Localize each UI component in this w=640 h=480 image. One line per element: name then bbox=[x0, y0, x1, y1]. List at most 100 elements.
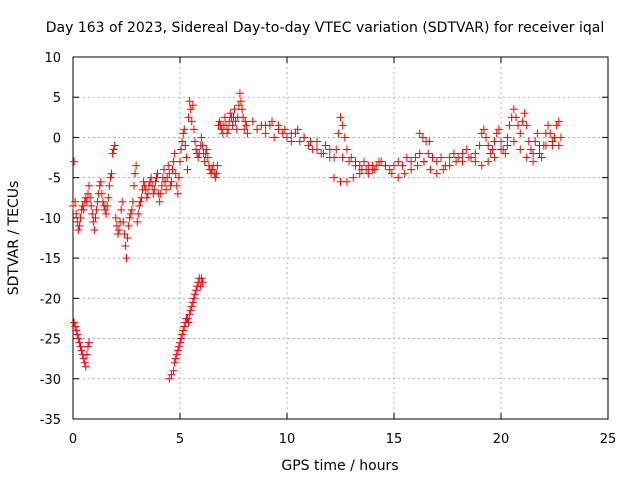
plot-frame bbox=[72, 56, 609, 420]
data-point bbox=[111, 213, 120, 222]
data-point bbox=[110, 141, 119, 150]
data-point bbox=[102, 209, 111, 218]
data-point bbox=[121, 242, 130, 251]
chart-title: Day 163 of 2023, Sidereal Day-to-day VTE… bbox=[46, 20, 604, 36]
data-point bbox=[176, 157, 184, 166]
data-point bbox=[74, 334, 83, 343]
data-point bbox=[127, 205, 136, 214]
data-point bbox=[120, 229, 129, 238]
data-point bbox=[415, 149, 424, 158]
tick-labels: 0 5 10 15 20 25 -35 -30 -25 -20 -15 -10 -5 0 5 10 bbox=[40, 51, 617, 447]
data-point bbox=[537, 153, 546, 162]
data-point bbox=[497, 137, 505, 146]
data-point bbox=[174, 342, 183, 351]
data-point bbox=[76, 342, 85, 351]
y-tick-label: -35 bbox=[40, 413, 61, 428]
data-point bbox=[182, 153, 191, 162]
data-point bbox=[226, 109, 235, 118]
data-point bbox=[345, 157, 354, 166]
data-point bbox=[402, 153, 411, 162]
data-point bbox=[274, 121, 283, 130]
data-point bbox=[85, 338, 94, 347]
data-point bbox=[190, 137, 199, 146]
data-point bbox=[167, 370, 176, 379]
data-point bbox=[522, 121, 531, 130]
data-marks bbox=[69, 89, 565, 383]
data-point bbox=[171, 354, 180, 363]
data-point bbox=[180, 125, 189, 134]
x-tick-label: 0 bbox=[69, 432, 77, 447]
data-point bbox=[167, 177, 176, 186]
data-point bbox=[385, 165, 394, 174]
data-point bbox=[387, 169, 396, 178]
data-point bbox=[179, 326, 188, 335]
data-point bbox=[148, 181, 157, 190]
data-point bbox=[213, 161, 222, 170]
data-point bbox=[368, 161, 377, 170]
data-point bbox=[192, 286, 201, 295]
data-point bbox=[155, 197, 164, 206]
x-tick-label: 15 bbox=[386, 432, 403, 447]
data-point bbox=[516, 129, 525, 138]
data-point bbox=[544, 121, 553, 130]
data-point bbox=[529, 157, 538, 166]
data-point bbox=[554, 117, 563, 126]
data-point bbox=[189, 125, 198, 134]
data-point bbox=[150, 185, 159, 194]
data-point bbox=[88, 209, 97, 218]
data-point bbox=[497, 145, 505, 154]
data-point bbox=[230, 105, 239, 114]
data-point bbox=[232, 125, 241, 134]
data-point bbox=[90, 225, 99, 234]
data-point bbox=[415, 129, 424, 138]
data-point bbox=[445, 153, 454, 162]
data-point bbox=[253, 125, 262, 134]
data-point bbox=[349, 173, 358, 182]
data-point bbox=[437, 153, 446, 162]
grid-lines bbox=[73, 57, 608, 419]
data-point bbox=[115, 225, 124, 234]
data-point bbox=[287, 129, 296, 138]
data-point bbox=[394, 157, 403, 166]
data-point bbox=[552, 121, 561, 130]
data-point bbox=[163, 173, 172, 182]
data-point bbox=[243, 129, 252, 138]
data-point bbox=[319, 149, 328, 158]
data-point bbox=[312, 145, 321, 154]
data-point bbox=[189, 294, 198, 303]
data-point bbox=[400, 169, 409, 178]
data-point bbox=[462, 145, 471, 154]
data-point bbox=[321, 141, 330, 150]
y-tick-label: -15 bbox=[40, 252, 61, 267]
data-point bbox=[526, 145, 535, 154]
data-point bbox=[338, 121, 347, 130]
data-point bbox=[82, 350, 91, 359]
data-point bbox=[509, 105, 518, 114]
data-point bbox=[325, 153, 334, 162]
data-point bbox=[411, 153, 420, 162]
x-tick-label: 25 bbox=[600, 432, 617, 447]
data-point bbox=[169, 366, 178, 375]
data-point bbox=[162, 185, 171, 194]
data-point bbox=[156, 189, 165, 198]
data-point bbox=[488, 145, 497, 154]
data-point bbox=[131, 169, 140, 178]
data-point bbox=[108, 149, 117, 158]
data-point bbox=[197, 133, 206, 142]
data-point bbox=[428, 153, 437, 162]
data-point bbox=[228, 121, 237, 130]
data-point bbox=[129, 181, 138, 190]
data-point bbox=[419, 157, 428, 166]
data-point bbox=[342, 177, 351, 186]
data-point bbox=[168, 165, 177, 174]
data-point bbox=[398, 161, 407, 170]
x-tick-label: 20 bbox=[493, 432, 510, 447]
data-point bbox=[211, 173, 220, 182]
data-point bbox=[185, 310, 194, 319]
data-point bbox=[287, 137, 296, 146]
data-point bbox=[159, 165, 168, 174]
data-point bbox=[194, 153, 203, 162]
data-point bbox=[347, 153, 356, 162]
data-point bbox=[165, 374, 174, 383]
data-point bbox=[105, 181, 114, 190]
